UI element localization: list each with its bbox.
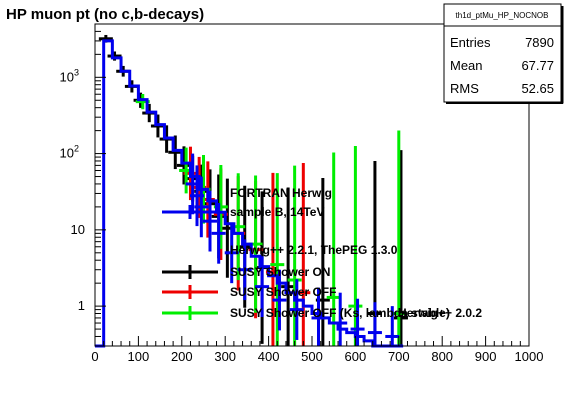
x-tick-label: 0	[91, 349, 98, 364]
x-tick-label: 400	[258, 349, 280, 364]
legend-header-herwigpp: Herwig++ 2.2.1, ThePEG 1.3.0	[230, 243, 398, 257]
chart-title: HP muon pt (no c,b-decays)	[6, 6, 204, 23]
x-tick-label: 100	[128, 349, 150, 364]
legend: FORTRAN Herwig sample B, 14TeV Herwig++ …	[162, 186, 482, 320]
y-tick-label: 10	[71, 222, 85, 237]
legend-label-shower-off-ks: SUSY Shower OFF (Ks, lambda stable)	[230, 306, 450, 320]
x-tick-label: 600	[345, 349, 367, 364]
plot-area	[95, 34, 408, 348]
legend-label-shower-off: SUSY Shower OFF	[230, 285, 336, 299]
legend-label-shower-on: SUSY Shower ON	[230, 265, 330, 279]
legend-header-fortran: FORTRAN Herwig	[230, 186, 332, 200]
y-tick-exp: 2	[74, 144, 79, 154]
y-tick-base: 10	[60, 146, 74, 161]
stats-box-name: th1d_ptMu_HP_NOCNOB	[456, 11, 549, 20]
stats-label-entries: Entries	[450, 35, 491, 50]
stats-box: th1d_ptMu_HP_NOCNOB Entries 7890 Mean 67…	[443, 3, 564, 104]
stats-label-rms: RMS	[450, 81, 479, 96]
x-tick-label: 200	[171, 349, 193, 364]
x-tick-label: 1000	[515, 349, 544, 364]
y-tick-exp: 3	[74, 67, 79, 77]
stats-box-frame	[443, 3, 562, 103]
x-tick-label: 700	[388, 349, 410, 364]
x-axis: 0 100 200 300 400 500 600 700 800 900 1000	[91, 336, 543, 364]
stats-label-mean: Mean	[450, 58, 483, 73]
y-tick-label: 102	[60, 144, 79, 161]
x-tick-label: 900	[475, 349, 497, 364]
x-tick-label: 800	[431, 349, 453, 364]
y-tick-label: 103	[60, 67, 79, 84]
x-tick-label: 500	[301, 349, 323, 364]
legend-label-sample-b: sample B, 14TeV	[230, 205, 325, 219]
y-tick-base: 10	[60, 69, 74, 84]
stats-value-rms: 52.65	[521, 81, 554, 96]
y-tick-label: 1	[78, 298, 85, 313]
stats-value-mean: 67.77	[521, 58, 554, 73]
x-tick-label: 300	[214, 349, 236, 364]
stats-value-entries: 7890	[525, 35, 554, 50]
legend-overlap-text: Herwig++ 2.0.2	[398, 306, 482, 320]
